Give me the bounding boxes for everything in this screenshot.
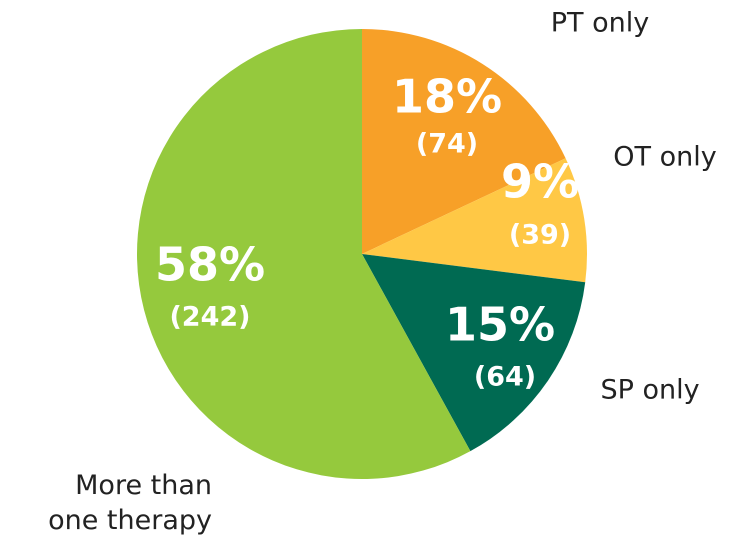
category-label: PT only bbox=[551, 8, 649, 39]
percent-label: 58% bbox=[155, 238, 265, 292]
pie-slice bbox=[362, 254, 586, 452]
pie-slice bbox=[137, 29, 471, 479]
category-label: More than one therapy bbox=[48, 470, 212, 536]
category-label: OT only bbox=[613, 142, 716, 173]
percent-label: 9% bbox=[501, 155, 579, 209]
count-label: (39) bbox=[509, 220, 571, 251]
percent-label: 15% bbox=[445, 298, 555, 352]
pie-slice bbox=[362, 158, 588, 283]
pie-slice bbox=[362, 29, 566, 254]
count-label: (242) bbox=[169, 302, 250, 333]
percent-label: 18% bbox=[392, 70, 502, 124]
count-label: (64) bbox=[474, 362, 536, 393]
category-label: SP only bbox=[600, 375, 699, 406]
count-label: (74) bbox=[416, 129, 478, 160]
